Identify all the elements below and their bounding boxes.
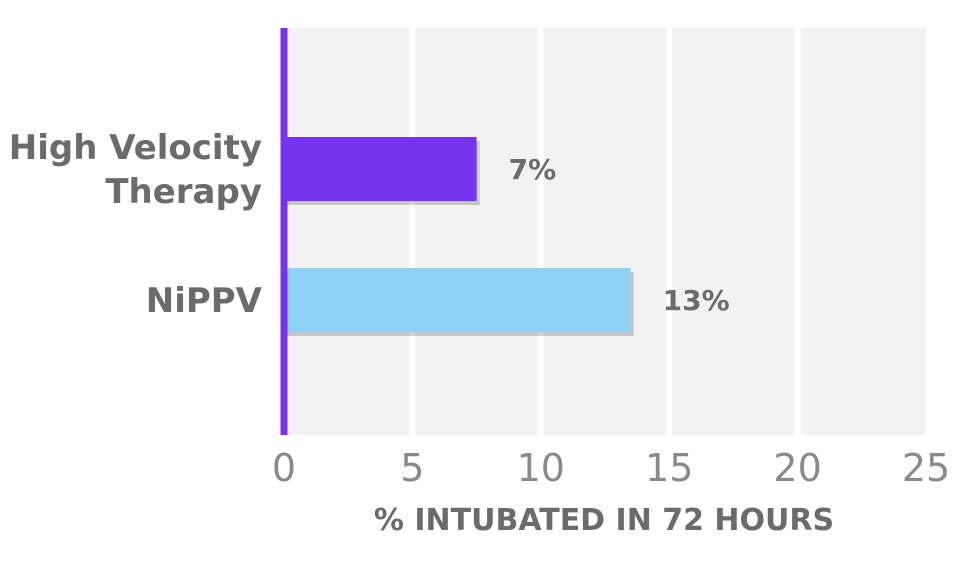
data-label: 13%	[663, 284, 730, 317]
x-tick-label: 15	[645, 446, 693, 490]
x-tick-label: 0	[272, 446, 296, 490]
category-label: High Velocity	[9, 128, 262, 168]
x-tick-label: 5	[400, 446, 424, 490]
x-tick-labels: 0 5 10 15 20 25	[272, 446, 950, 490]
x-tick-label: 25	[902, 446, 950, 490]
x-tick-label: 10	[517, 446, 565, 490]
x-tick-label: 20	[773, 446, 821, 490]
bar-nippv	[284, 268, 631, 332]
plot-background	[284, 28, 926, 435]
x-axis-title: % INTUBATED IN 72 HOURS	[374, 503, 834, 538]
data-label: 7%	[509, 153, 557, 186]
data-labels: 7% 13%	[509, 153, 730, 317]
gridlines	[409, 28, 801, 435]
bars	[284, 137, 634, 336]
category-label: Therapy	[105, 172, 262, 212]
category-label: NiPPV	[146, 281, 263, 321]
bar-high-velocity-therapy	[284, 137, 477, 201]
